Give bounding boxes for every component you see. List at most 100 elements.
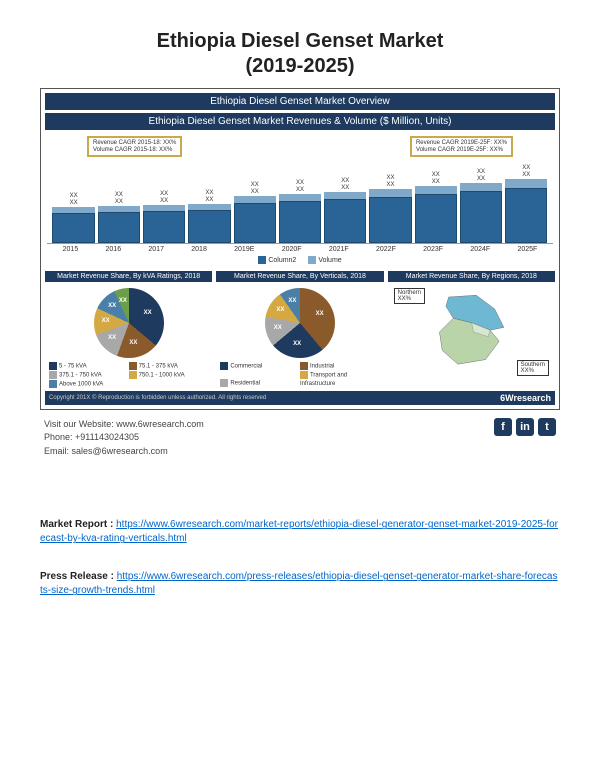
slice-label: XX xyxy=(102,318,110,324)
phone: +911143024305 xyxy=(75,432,139,442)
bar: XXXX xyxy=(52,193,94,243)
brand-logo: 6Wresearch xyxy=(500,393,551,403)
year-range: (2019-2025) xyxy=(40,55,560,78)
bar: XXXX xyxy=(143,191,185,243)
slice-label: XX xyxy=(119,298,127,304)
main-title: Ethiopia Diesel Genset Market xyxy=(40,30,560,53)
legend-item: Volume xyxy=(308,256,341,264)
x-tick: 2016 xyxy=(106,246,122,253)
legend-item xyxy=(49,371,57,379)
slice-label: XX xyxy=(274,325,282,331)
slice-label: XX xyxy=(144,310,152,316)
x-tick: 2022F xyxy=(376,246,396,253)
x-tick: 2017 xyxy=(148,246,164,253)
slice-label: XX xyxy=(316,311,324,317)
pie-legend: 5 - 75 kVA75.1 - 375 kVA375.1 - 750 kVA7… xyxy=(45,360,212,391)
contact-info: Visit our Website: www.6wresearch.com Ph… xyxy=(44,418,204,459)
legend-item: Above 1000 kVA xyxy=(49,380,129,389)
bar: XXXX xyxy=(188,190,230,243)
panel-header: Market Revenue Share, By kVA Ratings, 20… xyxy=(45,271,212,282)
slice-label: XX xyxy=(293,341,301,347)
slice-label: XX xyxy=(129,340,137,346)
panel-regions: Market Revenue Share, By Regions, 2018 N… xyxy=(388,271,555,391)
panel-kva: Market Revenue Share, By kVA Ratings, 20… xyxy=(45,271,212,391)
cagr-left-box: Revenue CAGR 2015-18: XX% Volume CAGR 20… xyxy=(87,136,182,157)
legend-item xyxy=(220,379,228,387)
rev-vol-band: Ethiopia Diesel Genset Market Revenues &… xyxy=(45,113,555,130)
legend-item xyxy=(300,371,308,379)
legend-item: Residential xyxy=(220,379,300,388)
x-tick: 2024F xyxy=(470,246,490,253)
legend-item xyxy=(49,362,57,370)
slice-label: XX xyxy=(276,307,284,313)
cagr-text: Revenue CAGR 2015-18: XX% xyxy=(93,140,176,147)
legend-item: 375.1 - 750 kVA xyxy=(49,371,129,380)
pie-legend: CommercialIndustrialResidentialTransport… xyxy=(216,360,383,390)
slice-label: XX xyxy=(108,335,116,341)
body-text: Market Report : https://www.6wresearch.c… xyxy=(40,518,560,598)
legend-item xyxy=(300,362,308,370)
pie-chart-kva: XXXXXXXXXXXX xyxy=(94,288,164,358)
twitter-icon[interactable]: t xyxy=(538,418,556,436)
copyright: Copyright 201X © Reproduction is forbidd… xyxy=(49,395,266,401)
page-container: Ethiopia Diesel Genset Market (2019-2025… xyxy=(0,0,600,652)
contact-row: Visit our Website: www.6wresearch.com Ph… xyxy=(40,410,560,459)
cagr-text: Volume CAGR 2019E-25F: XX% xyxy=(416,147,507,154)
slice-label: XX xyxy=(288,298,296,304)
legend-item: Commercial xyxy=(220,362,300,371)
panel-header: Market Revenue Share, By Regions, 2018 xyxy=(388,271,555,282)
cagr-right-box: Revenue CAGR 2019E-25F: XX% Volume CAGR … xyxy=(410,136,513,157)
x-axis: 2015 2016 2017 2018 2019E 2020F 2021F 2022F 2023… xyxy=(45,244,555,253)
bars-container: XXXXXXXXXXXXXXXXXXXXXXXXXXXXXXXXXXXXXXXX… xyxy=(47,163,553,243)
bar: XXXX xyxy=(324,178,366,243)
website-link[interactable]: www.6wresearch.com xyxy=(116,419,204,429)
legend-item: 5 - 75 kVA xyxy=(49,362,129,371)
card-footer: Copyright 201X © Reproduction is forbidd… xyxy=(45,391,555,405)
region-val: XX% xyxy=(398,296,421,302)
cagr-text: Volume CAGR 2015-18: XX% xyxy=(93,147,176,154)
bar: XXXX xyxy=(279,180,321,243)
overview-band: Ethiopia Diesel Genset Market Overview xyxy=(45,93,555,110)
cagr-text: Revenue CAGR 2019E-25F: XX% xyxy=(416,140,507,147)
email-link[interactable]: sales@6wresearch.com xyxy=(72,446,168,456)
legend-item xyxy=(49,380,57,388)
legend-item: Column2 xyxy=(258,256,296,264)
south-box: Southern XX% xyxy=(517,360,549,376)
x-tick: 2020F xyxy=(282,246,302,253)
press-link[interactable]: https://www.6wresearch.com/press-release… xyxy=(40,571,557,596)
x-tick: 2025F xyxy=(517,246,537,253)
pie-wrap: XXXXXXXXXXXX xyxy=(45,282,212,360)
market-report-line: Market Report : https://www.6wresearch.c… xyxy=(40,518,560,546)
overview-card: Ethiopia Diesel Genset Market Overview E… xyxy=(40,88,560,410)
bar: XXXX xyxy=(98,192,140,243)
legend-item xyxy=(220,362,228,370)
bar: XXXX xyxy=(460,169,502,243)
map-wrap: Northern XX% Southern XX% xyxy=(388,282,555,382)
x-tick: 2015 xyxy=(63,246,79,253)
x-tick: 2019E xyxy=(234,246,254,253)
panel-header: Market Revenue Share, By Verticals, 2018 xyxy=(216,271,383,282)
x-tick: 2018 xyxy=(191,246,207,253)
lower-panels: Market Revenue Share, By kVA Ratings, 20… xyxy=(45,271,555,391)
bar: XXXX xyxy=(505,165,547,243)
pie-chart-verticals: XX XX XX XX XX xyxy=(265,288,335,358)
legend-item xyxy=(129,371,137,379)
legend-item: Industrial xyxy=(300,362,380,371)
press-release-line: Press Release : https://www.6wresearch.c… xyxy=(40,570,560,598)
bar-legend: Column2 Volume xyxy=(45,253,555,267)
x-tick: 2021F xyxy=(329,246,349,253)
x-tick: 2023F xyxy=(423,246,443,253)
legend-item: 750.1 - 1000 kVA xyxy=(129,371,209,380)
linkedin-icon[interactable]: in xyxy=(516,418,534,436)
north-box: Northern XX% xyxy=(394,288,425,304)
legend-item xyxy=(129,362,137,370)
report-link[interactable]: https://www.6wresearch.com/market-report… xyxy=(40,519,558,544)
slice-label: XX xyxy=(108,303,116,309)
bar-chart: Revenue CAGR 2015-18: XX% Volume CAGR 20… xyxy=(47,134,553,244)
legend-item: Transport and Infrastructure xyxy=(300,371,380,388)
bar: XXXX xyxy=(369,175,411,243)
facebook-icon[interactable]: f xyxy=(494,418,512,436)
bar: XXXX xyxy=(415,172,457,243)
panel-verticals: Market Revenue Share, By Verticals, 2018… xyxy=(216,271,383,391)
legend-item: 75.1 - 375 kVA xyxy=(129,362,209,371)
